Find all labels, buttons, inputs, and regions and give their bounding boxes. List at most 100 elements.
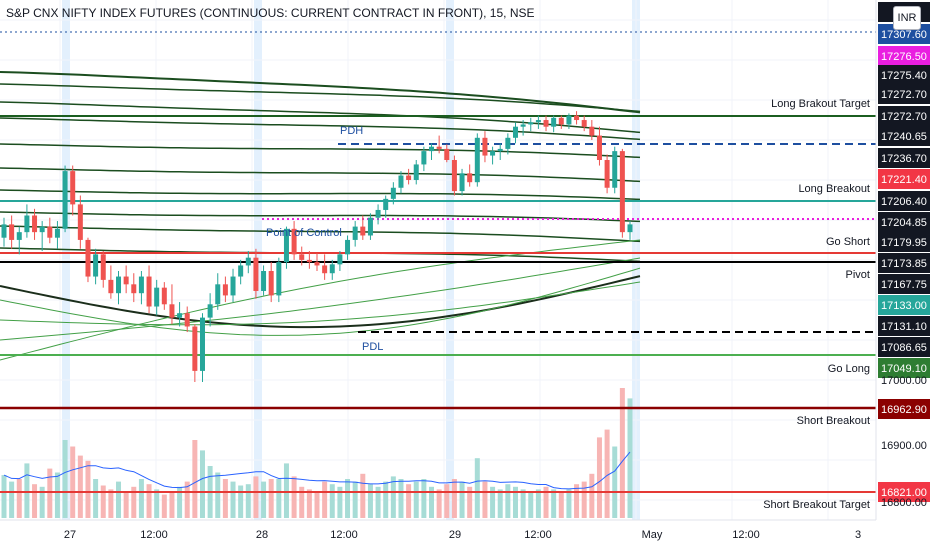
candle-body bbox=[100, 254, 106, 280]
price-badge bbox=[878, 316, 930, 336]
volume-bar bbox=[604, 429, 610, 518]
volume-bar bbox=[77, 455, 83, 518]
candle-body bbox=[207, 304, 213, 318]
candle-body bbox=[138, 276, 144, 294]
volume-bar bbox=[398, 479, 404, 518]
price-badge-label: 17276.50 bbox=[881, 51, 927, 63]
volume-bar bbox=[268, 479, 274, 518]
volume-bar bbox=[421, 479, 427, 518]
price-scale-label: 16900.00 bbox=[881, 440, 927, 452]
time-tick-label: 29 bbox=[449, 529, 461, 541]
volume-bar bbox=[93, 479, 99, 518]
volume-bar bbox=[161, 494, 167, 518]
price-badge-label: 17240.65 bbox=[881, 131, 927, 143]
price-badge-label: 17272.70 bbox=[881, 111, 927, 123]
volume-bar bbox=[131, 486, 137, 518]
candle-body bbox=[47, 226, 53, 238]
candle-body bbox=[1, 224, 7, 238]
candle-body bbox=[161, 287, 167, 305]
volume-bar bbox=[429, 486, 435, 518]
volume-bar bbox=[314, 492, 320, 518]
price-badge bbox=[878, 274, 930, 294]
currency-badge[interactable]: INR bbox=[893, 6, 921, 30]
volume-bar bbox=[482, 481, 488, 518]
candle-body bbox=[345, 239, 351, 255]
price-badge-label: 17167.75 bbox=[881, 279, 927, 291]
candle-body bbox=[299, 254, 305, 260]
candle-body bbox=[589, 126, 595, 136]
price-badge bbox=[878, 191, 930, 211]
volume-bar bbox=[383, 481, 389, 518]
candle-body bbox=[16, 232, 22, 240]
candle-body bbox=[497, 148, 503, 152]
volume-bar bbox=[535, 489, 541, 518]
candle-body bbox=[581, 120, 587, 127]
price-badge-label: 17179.95 bbox=[881, 237, 927, 249]
volume-bar bbox=[505, 484, 511, 518]
candle-body bbox=[329, 264, 335, 274]
price-badge-label: 17133.00 bbox=[881, 300, 927, 312]
candle-body bbox=[146, 276, 152, 307]
candle-body bbox=[627, 224, 633, 233]
candle-body bbox=[436, 146, 442, 149]
price-badge bbox=[878, 399, 930, 419]
candle-body bbox=[429, 146, 435, 152]
price-badge-label: 17173.85 bbox=[881, 258, 927, 270]
candle-body bbox=[558, 117, 564, 125]
volume-bar bbox=[192, 440, 198, 518]
volume-bar bbox=[360, 473, 366, 518]
volume-bar bbox=[222, 479, 228, 518]
candle-body bbox=[612, 151, 618, 188]
candle-body bbox=[360, 226, 366, 236]
volume-bar bbox=[367, 484, 373, 518]
envelope-line bbox=[0, 225, 641, 243]
price-badge-label: 17049.10 bbox=[881, 363, 927, 375]
candle-body bbox=[398, 175, 404, 188]
candle-body bbox=[322, 265, 328, 274]
envelope-line bbox=[0, 211, 641, 223]
volume-bar bbox=[108, 489, 114, 518]
envelope-line bbox=[0, 167, 641, 183]
volume-bar bbox=[574, 484, 580, 518]
candle-body bbox=[459, 173, 465, 192]
candle-body bbox=[131, 284, 137, 294]
level-label: Short Breakout bbox=[797, 415, 870, 427]
price-badge-label: 17221.40 bbox=[881, 174, 927, 186]
candle-body bbox=[70, 171, 76, 205]
price-badge bbox=[878, 358, 930, 378]
time-tick-label: 28 bbox=[256, 529, 268, 541]
time-tick-label: 12:00 bbox=[140, 529, 168, 541]
candle-body bbox=[604, 160, 610, 188]
price-badge bbox=[878, 65, 930, 85]
time-tick-label: May bbox=[642, 529, 663, 541]
volume-bar bbox=[47, 468, 53, 518]
volume-bar bbox=[116, 481, 122, 518]
envelope-lines bbox=[0, 71, 641, 361]
volume-bar bbox=[375, 486, 381, 518]
price-badge-label: 17206.40 bbox=[881, 196, 927, 208]
candle-body bbox=[574, 115, 580, 121]
volume-bar bbox=[146, 484, 152, 518]
price-axis[interactable]: 17307.60 17276.50 17275.40 17272.70 17272.70… bbox=[875, 0, 932, 550]
price-badge bbox=[878, 232, 930, 252]
price-badge bbox=[878, 482, 930, 502]
volume-bar bbox=[85, 460, 91, 518]
candle-body bbox=[421, 151, 427, 165]
price-badge bbox=[878, 46, 930, 66]
price-badge bbox=[878, 253, 930, 273]
symbol-title[interactable]: S&P CNX NIFTY INDEX FUTURES (CONTINUOUS:… bbox=[6, 6, 535, 20]
time-axis[interactable]: 27 12:00 28 12:00 29 12:00 May 12:00 3 bbox=[0, 519, 932, 550]
candle-body bbox=[276, 262, 282, 296]
volume-bar bbox=[612, 446, 618, 518]
envelope-line bbox=[0, 189, 641, 201]
volume-bar bbox=[54, 472, 60, 518]
candle-body bbox=[451, 160, 457, 192]
volume-bar bbox=[184, 481, 190, 518]
candle-body bbox=[222, 284, 228, 296]
candle-body bbox=[390, 187, 396, 199]
candle-body bbox=[283, 228, 289, 263]
price-badge bbox=[878, 337, 930, 357]
volume-bar bbox=[230, 481, 236, 518]
